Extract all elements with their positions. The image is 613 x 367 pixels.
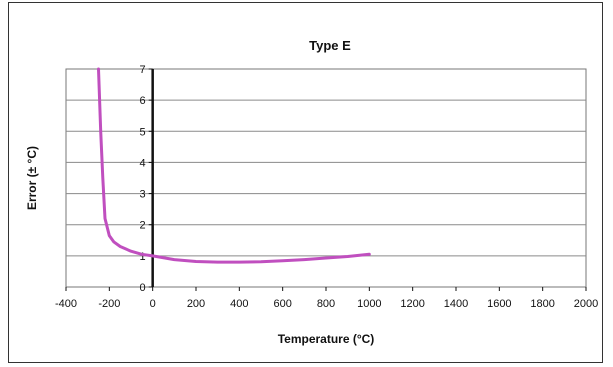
x-tick-label: 800 [317,298,335,310]
y-tick-label: 1 [140,251,146,263]
x-tick-label: 1200 [400,298,424,310]
x-tick-label: 600 [273,298,291,310]
y-tick-label: 6 [140,95,146,107]
x-tick-label: 1000 [357,298,381,310]
x-tick-label: 400 [230,298,248,310]
x-tick-label: 200 [187,298,205,310]
y-tick-label: 3 [140,189,146,201]
series-group [97,67,371,264]
x-tick-label: -400 [55,298,77,310]
x-tick-label: 1400 [444,298,468,310]
y-tick-label: 0 [140,282,146,294]
x-tick-label: -200 [98,298,120,310]
y-axis-label: Error (± °C) [25,146,39,210]
y-axis-ticks: 0 1 2 3 4 5 6 7 [140,64,153,294]
series-line [97,67,371,264]
x-tick-label: 1800 [530,298,554,310]
y-tick-label: 4 [140,157,146,169]
x-tick-label: 1600 [487,298,511,310]
x-axis-ticks: -400 -200 0 200 400 600 800 1000 1200 1400 1600 180… [55,287,598,310]
x-tick-label: 0 [150,298,156,310]
y-tick-label: 5 [140,126,146,138]
y-tick-label: 2 [140,220,146,232]
chart-title: Type E [309,38,351,53]
x-axis-label: Temperature (°C) [278,332,375,346]
y-tick-label: 7 [140,64,146,76]
x-tick-label: 2000 [574,298,598,310]
